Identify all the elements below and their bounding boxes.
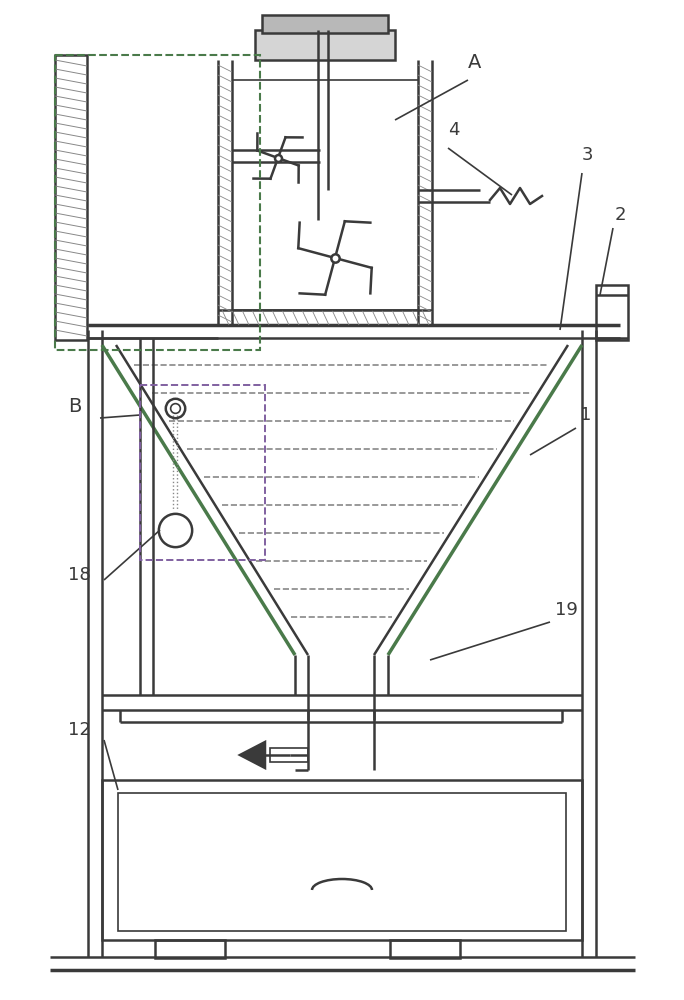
Text: A: A (468, 53, 482, 72)
Polygon shape (240, 742, 265, 768)
Bar (596, 285, 628, 340)
Text: 3: 3 (582, 146, 594, 164)
Bar (55, 55, 87, 340)
Bar (155, 940, 225, 958)
Bar (390, 940, 460, 958)
Text: 19: 19 (555, 601, 578, 619)
Bar (262, 15, 388, 33)
Text: 1: 1 (580, 406, 592, 424)
Bar (55, 55, 260, 350)
Text: 12: 12 (68, 721, 91, 739)
Bar (140, 385, 265, 560)
Bar (255, 30, 395, 60)
Text: B: B (68, 397, 81, 416)
Bar (270, 748, 308, 762)
Text: 2: 2 (615, 206, 627, 224)
Text: 18: 18 (68, 566, 91, 584)
Text: 4: 4 (448, 121, 460, 139)
Bar (118, 793, 566, 931)
Bar (102, 780, 582, 940)
